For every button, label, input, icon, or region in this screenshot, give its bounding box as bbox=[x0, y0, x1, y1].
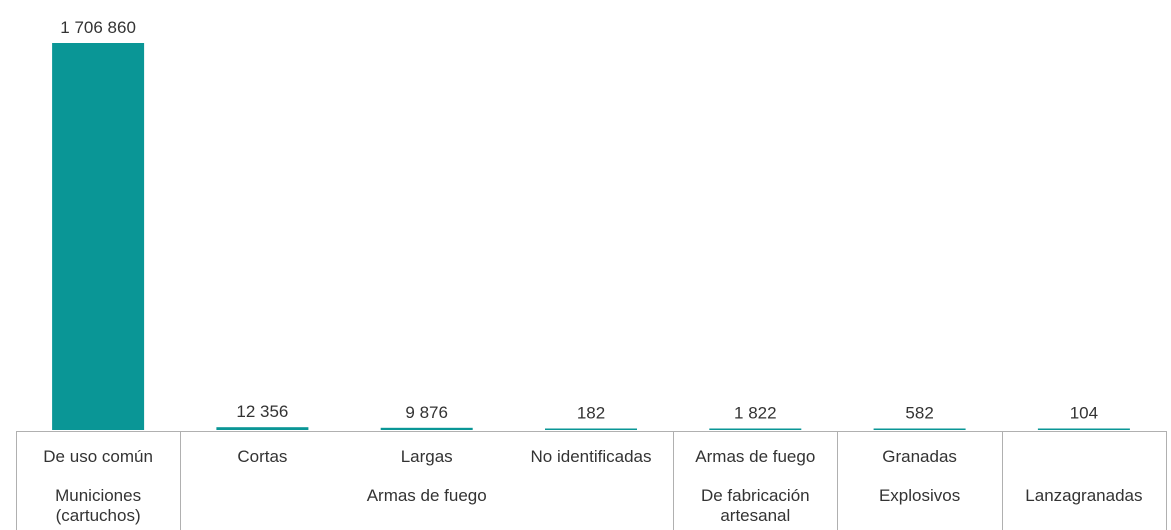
category-label-2: Largas bbox=[401, 447, 453, 466]
category-label-4: Armas de fuego bbox=[695, 447, 815, 466]
group-label-0-line-1: (cartuchos) bbox=[56, 506, 141, 525]
group-label-1-line-0: Armas de fuego bbox=[367, 486, 487, 505]
bar-1 bbox=[216, 427, 309, 430]
value-label-2: 9 876 bbox=[405, 403, 448, 422]
group-label-2-line-0: De fabricación bbox=[701, 486, 810, 505]
bar-2 bbox=[380, 427, 473, 430]
bar-5 bbox=[873, 428, 966, 430]
group-label-0-line-0: Municiones bbox=[55, 486, 141, 505]
group-label-4-line-0: Lanzagranadas bbox=[1025, 486, 1142, 505]
value-label-5: 582 bbox=[905, 404, 933, 423]
value-label-6: 104 bbox=[1070, 404, 1098, 423]
value-labels-layer: 1 706 860 12 356 9 876 182 1 822 582 104 bbox=[60, 18, 1098, 423]
category-label-0: De uso común bbox=[43, 447, 153, 466]
category-axis-table: De uso común Cortas Largas No identificadas… bbox=[16, 431, 1167, 530]
bar-3 bbox=[545, 428, 637, 430]
category-label-1: Cortas bbox=[237, 447, 287, 466]
bars-layer bbox=[52, 43, 1130, 430]
group-label-2-line-1: artesanal bbox=[720, 506, 790, 525]
bar-4 bbox=[709, 428, 802, 430]
bar-0 bbox=[52, 43, 145, 430]
value-label-0: 1 706 860 bbox=[60, 18, 136, 37]
group-label-3-line-0: Explosivos bbox=[879, 486, 960, 505]
category-label-3: No identificadas bbox=[531, 447, 652, 466]
value-label-3: 182 bbox=[577, 404, 605, 423]
bar-6 bbox=[1037, 428, 1130, 430]
value-label-1: 12 356 bbox=[236, 402, 288, 421]
value-label-4: 1 822 bbox=[734, 404, 777, 423]
category-label-5: Granadas bbox=[882, 447, 957, 466]
